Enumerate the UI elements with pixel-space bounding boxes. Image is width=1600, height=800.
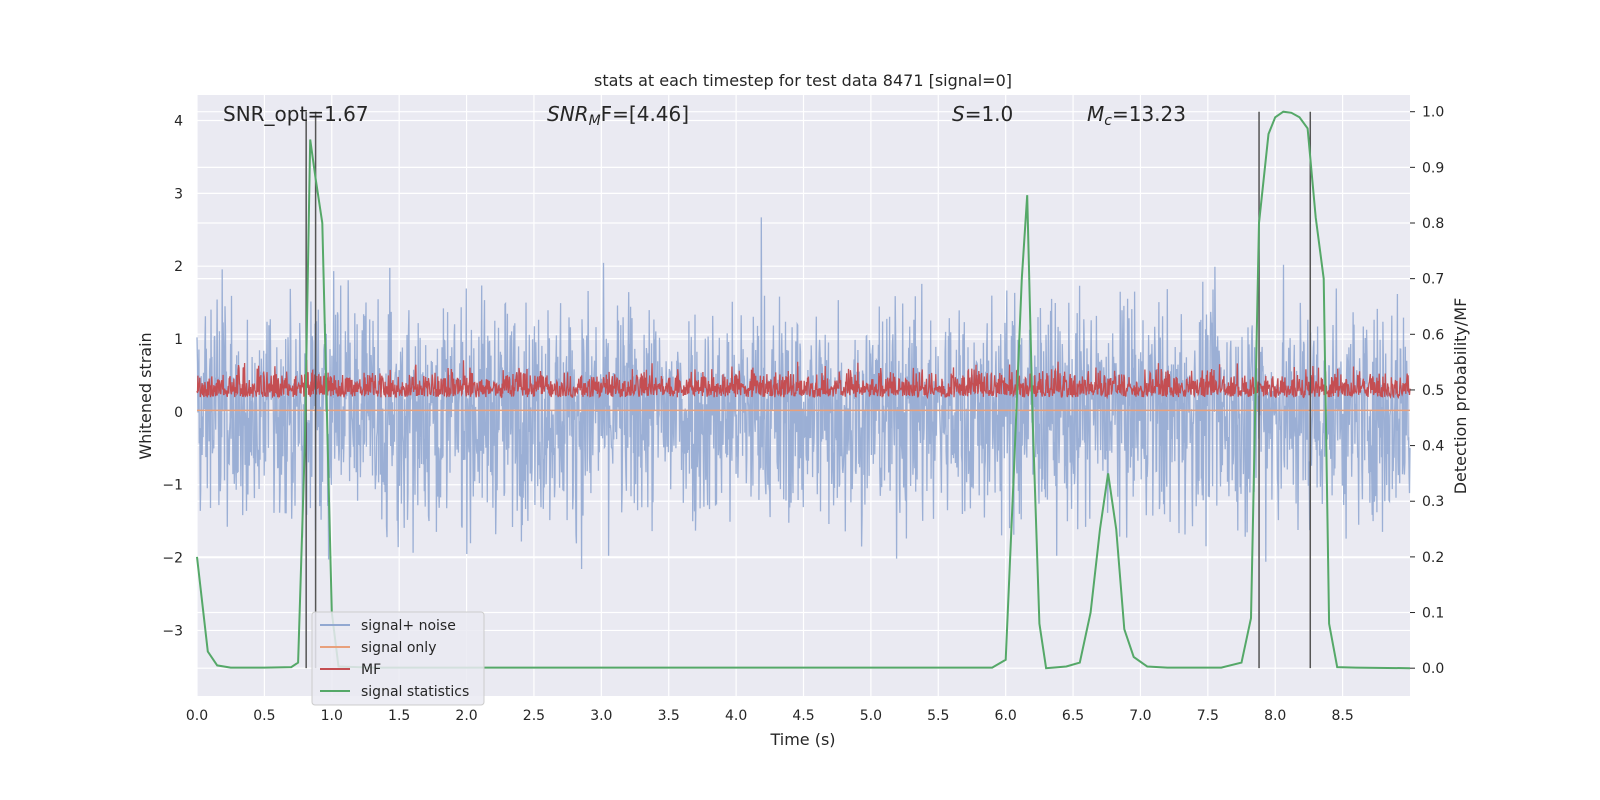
y-right-tick-label: 0.3 (1422, 494, 1444, 510)
y-left-tick-label: −1 (162, 478, 183, 494)
signal-statistics-line (196, 110, 1411, 670)
x-tick-label: 6.0 (995, 708, 1017, 724)
legend-label-mf: MF (361, 662, 381, 678)
legend-label-signal-only: signal only (361, 640, 436, 656)
annotation-mc: Mc=13.23 (1087, 102, 1186, 129)
x-tick-label: 7.0 (1129, 708, 1151, 724)
series-signal-statistics (196, 110, 1411, 670)
y-right-tick-label: 1.0 (1422, 105, 1444, 121)
y-right-tick-label: 0.0 (1422, 661, 1444, 677)
x-tick-label: 8.0 (1264, 708, 1286, 724)
x-tick-label: 1.0 (321, 708, 343, 724)
y-left-tick-label: 4 (174, 113, 183, 129)
y-right-tick-label: 0.7 (1422, 272, 1444, 288)
x-tick-label: 1.5 (388, 708, 410, 724)
y-left-tick-labels: −3 −2 −1 0 1 2 3 4 (162, 113, 183, 639)
y-left-tick-label: 1 (174, 332, 183, 348)
x-tick-labels: 0.0 0.5 1.0 1.5 2.0 2.5 3.0 3.5 4.0 4.5 5.0 5.5 6.0 6… (186, 708, 1354, 724)
series-mf (196, 359, 1411, 400)
y-left-tick-label: −2 (162, 551, 183, 567)
x-tick-label: 4.5 (792, 708, 814, 724)
y-left-tick-label: −3 (162, 623, 183, 639)
x-tick-label: 4.0 (725, 708, 747, 724)
x-tick-label: 6.5 (1062, 708, 1084, 724)
annotation-snr-opt: SNR_opt=1.67 (223, 102, 369, 126)
chart-title: stats at each timestep for test data 847… (594, 71, 1012, 90)
annotation-s: S=1.0 (952, 102, 1013, 126)
y-left-tick-label: 0 (174, 405, 183, 421)
y-left-tick-label: 3 (174, 186, 183, 202)
y-left-tick-label: 2 (174, 259, 183, 275)
y-right-tick-label: 0.4 (1422, 439, 1444, 455)
x-tick-label: 2.0 (455, 708, 477, 724)
annotation-snr-mf: SNRMF=[4.46] (547, 102, 689, 129)
y-right-tick-label: 0.1 (1422, 606, 1444, 622)
y-right-tick-label: 0.8 (1422, 216, 1444, 232)
x-tick-label: 3.5 (658, 708, 680, 724)
y-right-tick-label: 0.2 (1422, 550, 1444, 566)
legend-label-signal-noise: signal+ noise (361, 618, 456, 634)
y-axis-label-right: Detection probability/MF (1451, 298, 1470, 495)
y-right-tick-label: 0.9 (1422, 160, 1444, 176)
x-tick-label: 5.5 (927, 708, 949, 724)
x-axis-label: Time (s) (769, 730, 835, 749)
x-tick-label: 2.5 (523, 708, 545, 724)
legend-label-signal-statistics: signal statistics (361, 684, 469, 700)
y-axis-label-left: Whitened strain (136, 332, 155, 459)
legend: signal+ noise signal only MF signal stat… (311, 611, 485, 706)
x-tick-label: 0.0 (186, 708, 208, 724)
y-right-tick-label: 0.5 (1422, 383, 1444, 399)
y-right-tick-label: 0.6 (1422, 327, 1444, 343)
x-tick-label: 7.5 (1197, 708, 1219, 724)
y-right-tick-labels: 0.0 0.1 0.2 0.3 0.4 0.5 0.6 0.7 0.8 0.9 1.0 (1410, 105, 1444, 677)
x-tick-label: 3.0 (590, 708, 612, 724)
mf-line (196, 359, 1411, 400)
legend-box (311, 611, 485, 706)
x-tick-label: 8.5 (1331, 708, 1353, 724)
x-tick-label: 0.5 (253, 708, 275, 724)
x-tick-label: 5.0 (860, 708, 882, 724)
